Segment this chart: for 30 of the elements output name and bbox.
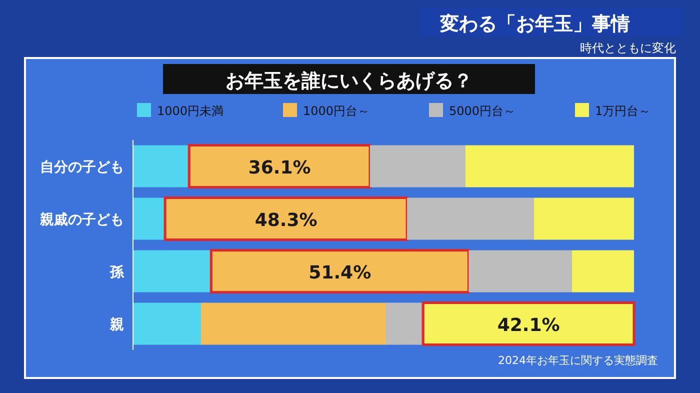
bar [534, 198, 634, 240]
bar [468, 250, 572, 292]
bar [133, 302, 201, 345]
bar [572, 250, 634, 292]
bar [465, 145, 634, 188]
y-tick-label: 自分の子ども [40, 159, 124, 176]
legend-label: 5000円台～ [449, 104, 516, 118]
chart-title: お年玉を誰にいくらあげる？ [226, 70, 472, 92]
legend-label: 1万円台～ [595, 104, 651, 118]
data-label: 42.1% [497, 314, 560, 336]
data-label: 51.4% [308, 262, 372, 284]
y-tick-label: 孫 [109, 264, 125, 280]
bar [370, 145, 466, 188]
bar [133, 250, 212, 292]
bar [188, 144, 372, 188]
bar [386, 302, 424, 345]
text: 2024年お年玉に関する実態調査 [498, 354, 658, 367]
legend-label: 1000円未満 [157, 104, 224, 118]
legend-label: 1000円台～ [303, 104, 370, 118]
bar [164, 196, 408, 241]
bar [133, 145, 190, 188]
y-tick-label: 親 [109, 316, 124, 333]
bar [407, 198, 534, 240]
text: 変わる「お年玉」事情 [439, 13, 630, 35]
text: 時代とともに変化 [580, 41, 676, 55]
bar [210, 249, 470, 294]
bar [133, 198, 166, 240]
data-label: 48.3% [254, 210, 318, 231]
data-label: 36.1% [248, 157, 311, 178]
y-tick-label: 親戚の子ども [39, 210, 124, 228]
